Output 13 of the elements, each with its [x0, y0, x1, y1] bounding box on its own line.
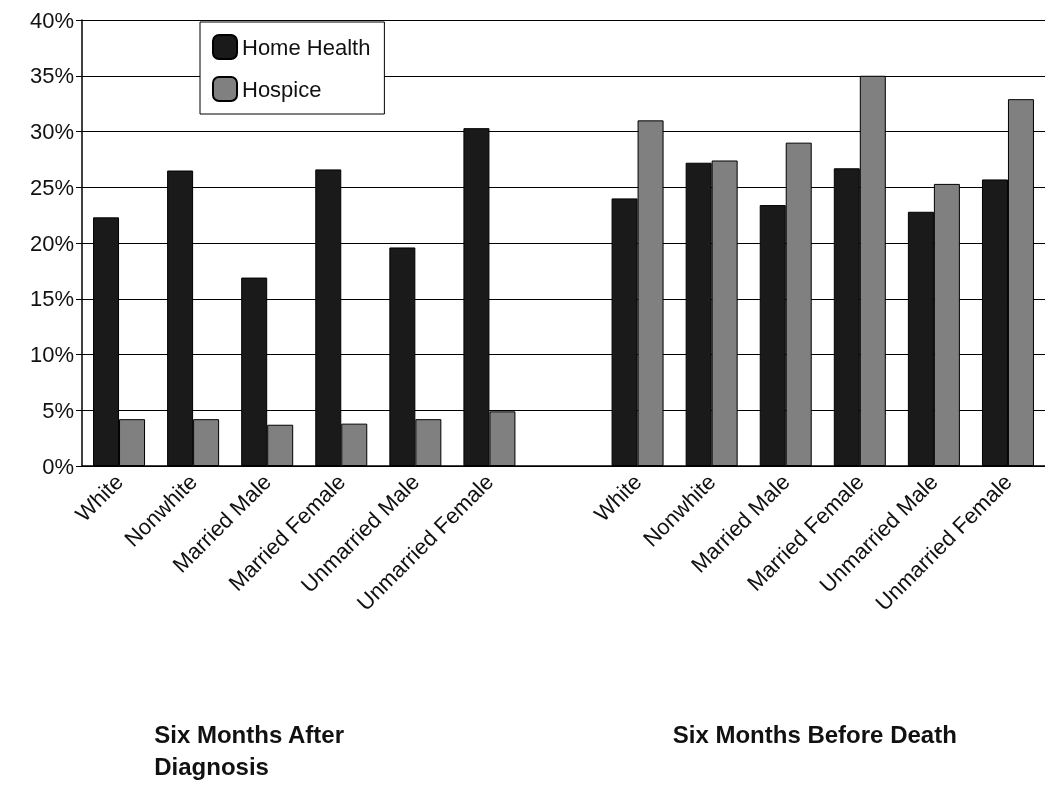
text: Six Months After Diagnosis: [154, 720, 345, 780]
legend-label: Home Health: [242, 34, 371, 60]
y-tick-label: 5%: [42, 397, 74, 423]
text: Six Months Before Death: [672, 720, 957, 748]
y-tick-label: 35%: [29, 63, 74, 89]
legend-label: Hospice: [242, 76, 322, 102]
y-tick-label: 30%: [29, 119, 74, 144]
y-tick-label: 20%: [29, 230, 74, 256]
y-tick-label: 10%: [29, 342, 74, 367]
y-tick-label: 0%: [42, 453, 74, 479]
y-tick-label: 15%: [29, 286, 74, 312]
y-tick-label: 25%: [29, 174, 74, 200]
y-tick-label: 40%: [29, 7, 74, 33]
